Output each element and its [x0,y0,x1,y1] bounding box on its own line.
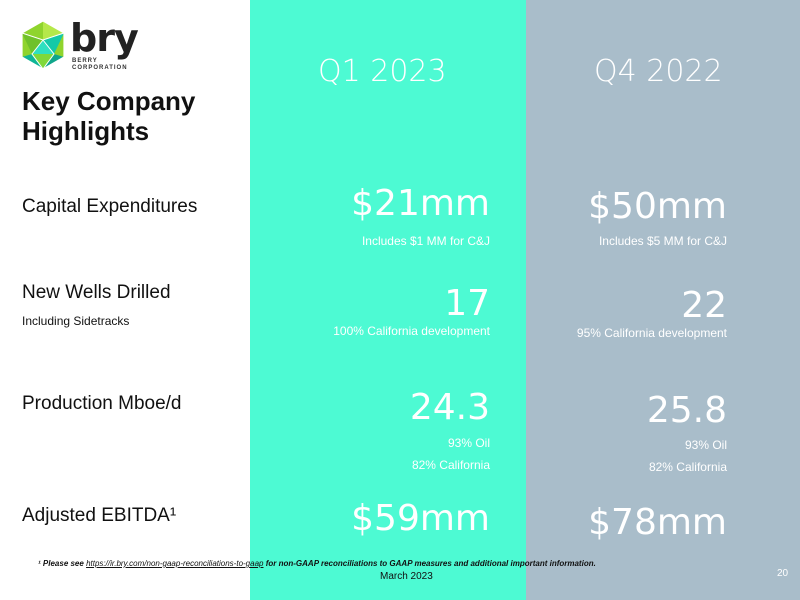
q1-wells-note: 100% California development [333,324,490,338]
q1-production-value: 24.3 [409,387,490,428]
footnote-marker: ¹ [38,559,41,568]
non-gaap-link[interactable]: https://ir.bry.com/non-gaap-reconciliati… [86,559,264,568]
footnote-suffix: for non-GAAP reconciliations to GAAP mea… [263,559,596,568]
sublabel-including-sidetracks: Including Sidetracks [22,314,130,328]
q1-ebitda-value: $59mm [351,498,490,539]
q4-production-note-california: 82% California [648,460,727,474]
q4-production-note-oil: 93% Oil [684,438,727,452]
label-capital-expenditures: Capital Expenditures [22,196,198,217]
bry-logo: bry BERRY CORPORATION [20,16,160,74]
q4-heading: Q4 2022 [594,54,723,89]
page-number: 20 [777,568,789,579]
label-adjusted-ebitda: Adjusted EBITDA¹ [22,505,177,526]
footnote-prefix: Please see [42,559,87,568]
q1-production-note-california: 82% California [411,458,490,472]
q1-capex-note: Includes $1 MM for C&J [361,234,490,248]
page-title: Key Company Highlights [22,86,196,146]
q1-column-background [250,0,526,600]
logo-wordmark: bry [70,16,139,60]
q4-ebitda-value: $78mm [588,502,727,543]
q1-wells-value: 17 [444,283,490,324]
q4-production-value: 25.8 [646,390,727,431]
label-new-wells-drilled: New Wells Drilled [22,282,171,303]
q1-production-note-oil: 93% Oil [447,436,490,450]
footnote: ¹ Please see https://ir.bry.com/non-gaap… [38,559,596,568]
label-production: Production Mboe/d [22,393,182,414]
q1-heading: Q1 2023 [318,54,447,89]
q4-capex-note: Includes $5 MM for C&J [598,234,727,248]
q1-capex-value: $21mm [351,183,490,224]
q4-wells-value: 22 [681,285,727,326]
logo-subtitle: BERRY CORPORATION [72,58,128,71]
q4-wells-note: 95% California development [576,326,727,340]
q4-column-background [526,0,800,600]
presentation-date: March 2023 [380,571,433,582]
hexagon-gem-icon [21,20,65,70]
q4-capex-value: $50mm [588,186,727,227]
